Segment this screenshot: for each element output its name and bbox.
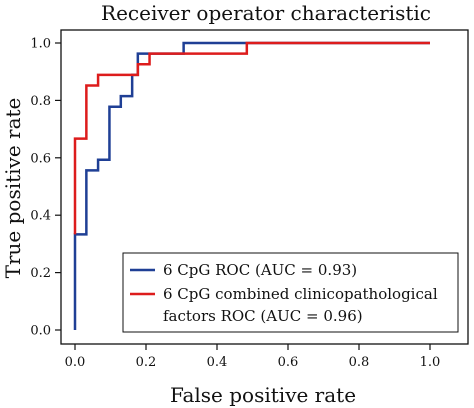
y-tick-label: 0.4: [30, 209, 51, 224]
y-tick-label: 1.0: [30, 37, 51, 52]
series-layer: [73, 41, 430, 330]
x-tick-label: 0.6: [278, 355, 299, 370]
legend-label-combined-line2: factors ROC (AUC = 0.96): [163, 307, 363, 325]
y-axis: 0.0 0.2 0.4 0.6 0.8 1.0: [30, 37, 61, 339]
legend-label-6cpg: 6 CpG ROC (AUC = 0.93): [163, 261, 357, 279]
legend: 6 CpG ROC (AUC = 0.93) 6 CpG combined cl…: [122, 252, 459, 333]
x-tick-label: 0.4: [207, 355, 228, 370]
x-axis-label: False positive rate: [170, 383, 356, 407]
roc-line-combined: [73, 41, 430, 235]
x-tick-label: 0.0: [65, 355, 86, 370]
x-axis: 0.0 0.2 0.4 0.6 0.8 1.0: [65, 344, 441, 370]
y-tick-label: 0.8: [30, 94, 51, 109]
y-tick-label: 0.6: [30, 151, 51, 166]
plot-frame: [60, 29, 469, 345]
y-axis-label: True positive rate: [1, 98, 25, 279]
chart-title: Receiver operator characteristic: [101, 1, 431, 25]
x-tick-label: 0.2: [136, 355, 157, 370]
y-tick-label: 0.0: [30, 324, 51, 339]
legend-label-combined-line1: 6 CpG combined clinicopathological: [163, 285, 438, 303]
legend-box: [122, 252, 459, 333]
x-tick-label: 0.8: [349, 355, 370, 370]
x-tick-label: 1.0: [420, 355, 441, 370]
y-tick-label: 0.2: [30, 266, 51, 281]
